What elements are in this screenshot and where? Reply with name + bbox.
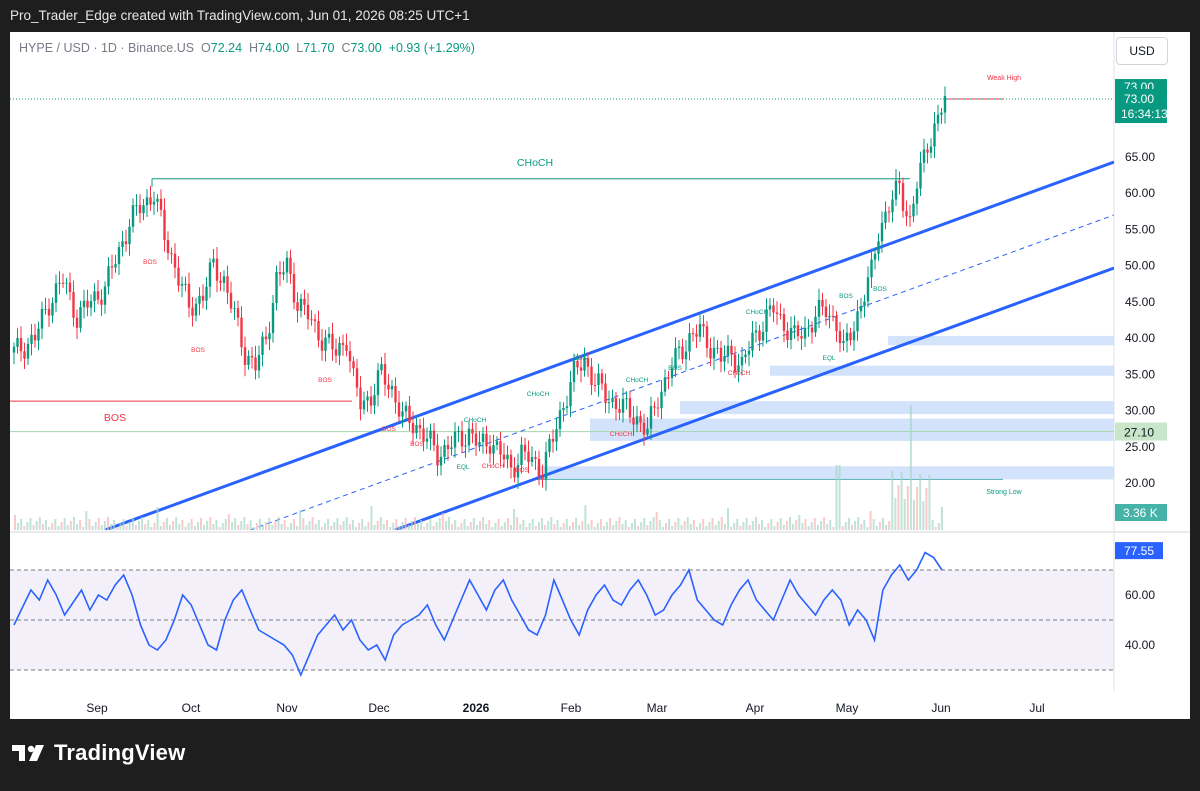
chart-panel[interactable]: HYPE / USD · 1D · Binance.US O72.24 H74.… — [10, 32, 1190, 719]
open-label: O — [201, 41, 211, 55]
attribution-header: Pro_Trader_Edge created with TradingView… — [10, 8, 470, 23]
currency-button[interactable]: USD — [1116, 37, 1168, 65]
low-value: 71.70 — [303, 41, 335, 55]
tv-logo-icon — [12, 745, 44, 761]
high-value: 74.00 — [258, 41, 290, 55]
close-label: C — [341, 41, 351, 55]
low-label: L — [296, 41, 304, 55]
close-value: 73.00 — [350, 41, 382, 55]
symbol-name: HYPE / USD · 1D · Binance.US — [19, 41, 195, 55]
change-value: +0.93 (+1.29%) — [388, 41, 475, 55]
symbol-legend: HYPE / USD · 1D · Binance.US O72.24 H74.… — [19, 41, 475, 55]
open-value: 72.24 — [210, 41, 243, 55]
tradingview-logo: TradingView — [12, 740, 185, 766]
high-label: H — [248, 41, 259, 55]
